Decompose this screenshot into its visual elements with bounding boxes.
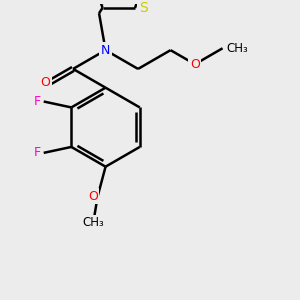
Text: S: S xyxy=(139,1,148,15)
Text: CH₃: CH₃ xyxy=(226,42,248,55)
Text: N: N xyxy=(101,44,110,57)
Text: O: O xyxy=(88,190,98,203)
Text: CH₃: CH₃ xyxy=(83,217,105,230)
Text: F: F xyxy=(34,146,41,159)
Text: F: F xyxy=(34,95,41,108)
Text: O: O xyxy=(40,76,50,88)
Text: O: O xyxy=(190,58,200,71)
